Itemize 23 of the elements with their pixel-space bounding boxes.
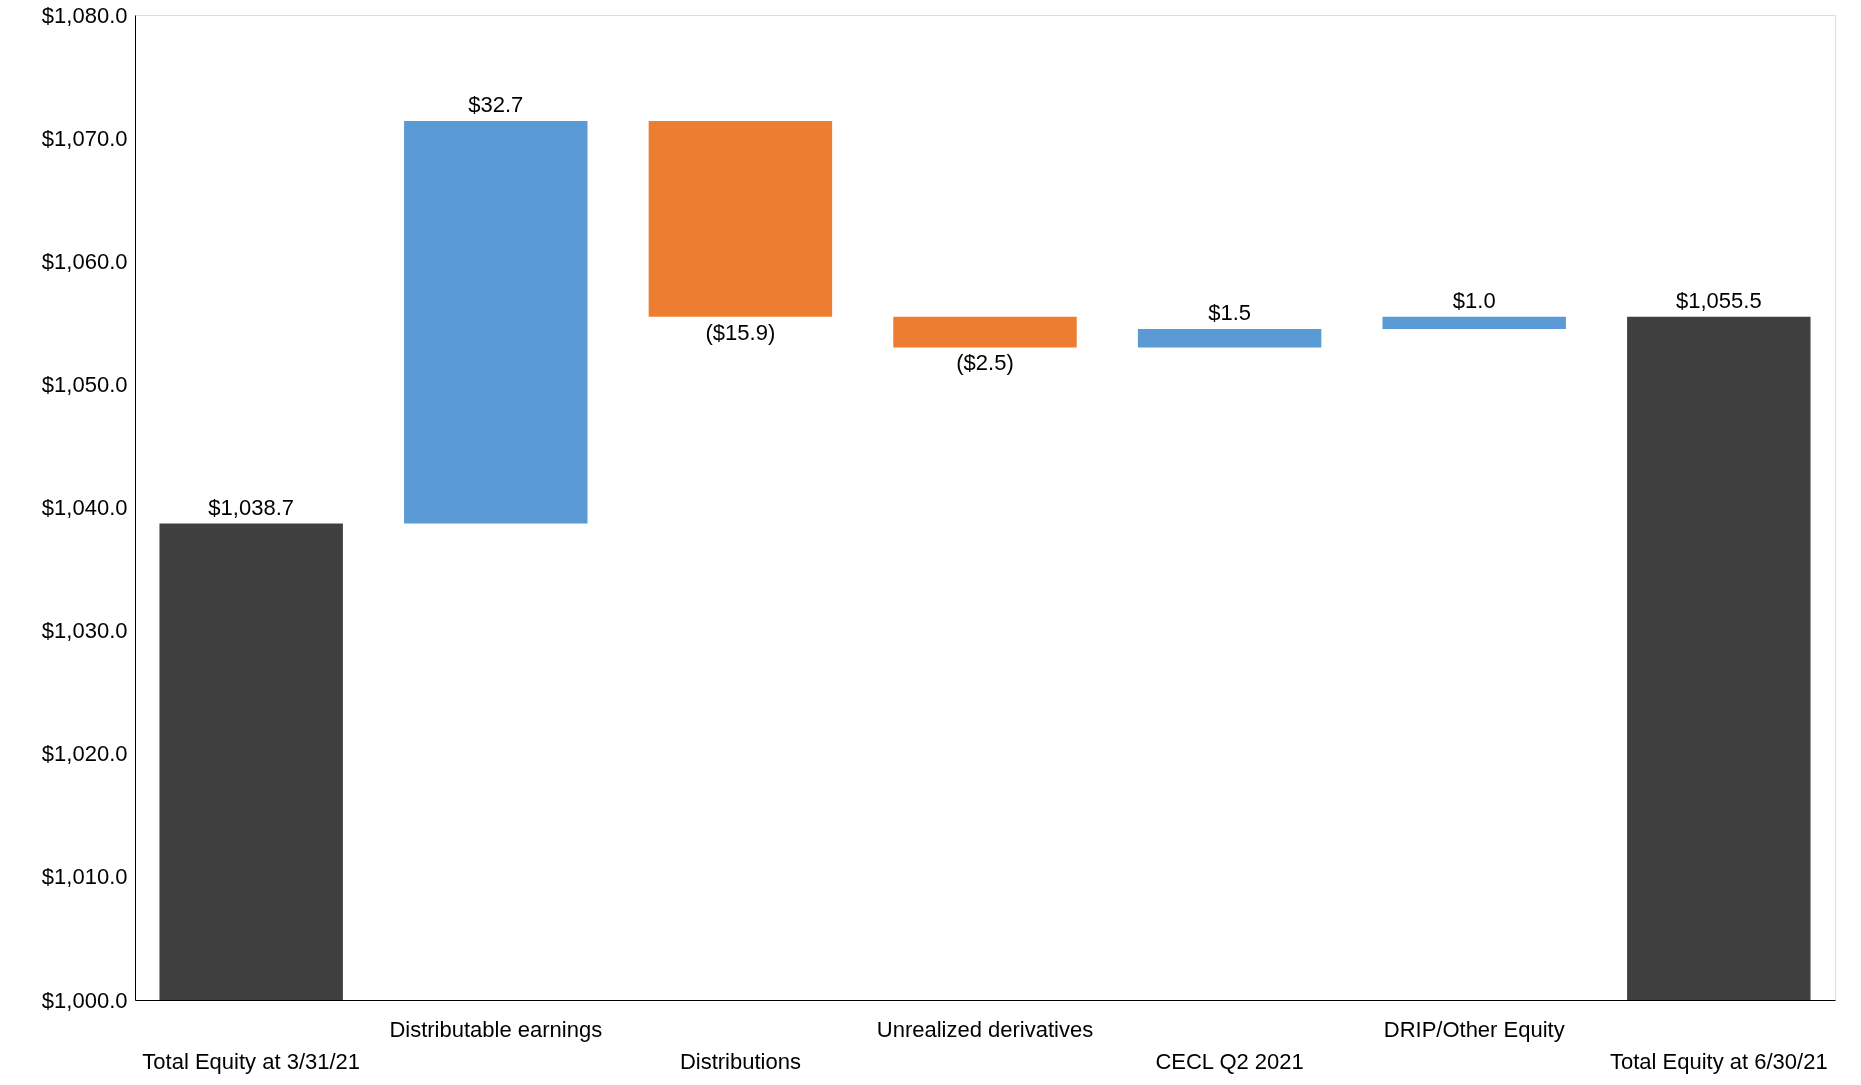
y-tick-label: $1,030.0 (41, 618, 128, 644)
data-label: $1.0 (1452, 287, 1496, 313)
x-tick-label: Distributions (679, 1049, 801, 1074)
y-tick-label: $1,000.0 (41, 987, 128, 1013)
y-tick-label: $1,060.0 (41, 248, 128, 274)
x-tick-label: Total Equity at 6/30/21 (1609, 1049, 1828, 1074)
data-label: $1.5 (1208, 299, 1252, 325)
x-tick-label: DRIP/Other Equity (1383, 1017, 1565, 1042)
y-tick-label: $1,020.0 (41, 741, 128, 767)
y-tick-label: $1,080.0 (41, 2, 128, 28)
data-label: $32.7 (468, 91, 524, 117)
y-tick-label: $1,010.0 (41, 864, 128, 890)
x-tick-label: CECL Q2 2021 (1155, 1049, 1304, 1074)
x-tick-label: Total Equity at 3/31/21 (142, 1049, 361, 1074)
data-label: $1,055.5 (1675, 287, 1762, 313)
data-label: ($15.9) (705, 319, 776, 345)
data-label: ($2.5) (956, 350, 1014, 376)
data-label: $1,038.7 (208, 494, 295, 520)
y-tick-label: $1,050.0 (41, 371, 128, 397)
y-tick-label: $1,040.0 (41, 495, 128, 520)
x-tick-label: Distributable earnings (389, 1017, 603, 1042)
y-tick-label: $1,070.0 (41, 125, 128, 151)
x-tick-label: Unrealized derivatives (876, 1017, 1094, 1042)
